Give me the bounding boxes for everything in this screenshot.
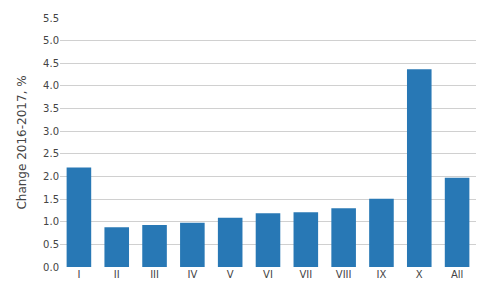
svg-text:VI: VI <box>263 269 273 280</box>
svg-text:IX: IX <box>377 269 387 280</box>
svg-text:4.5: 4.5 <box>43 58 59 69</box>
svg-text:5.0: 5.0 <box>43 35 59 46</box>
svg-text:V: V <box>227 269 234 280</box>
svg-text:Change 2016-2017, %: Change 2016-2017, % <box>15 75 29 209</box>
svg-text:II: II <box>114 269 120 280</box>
svg-text:VIII: VIII <box>336 269 352 280</box>
svg-text:2.5: 2.5 <box>43 148 59 159</box>
svg-text:2.0: 2.0 <box>43 171 59 182</box>
svg-text:3.0: 3.0 <box>43 126 59 137</box>
svg-text:3.5: 3.5 <box>43 103 59 114</box>
svg-text:VII: VII <box>299 269 312 280</box>
svg-text:X: X <box>416 269 423 280</box>
svg-text:All: All <box>451 269 463 280</box>
svg-text:IV: IV <box>187 269 197 280</box>
svg-text:4.0: 4.0 <box>43 80 59 91</box>
svg-text:0.0: 0.0 <box>43 262 59 273</box>
svg-text:1.0: 1.0 <box>43 216 59 227</box>
svg-text:I: I <box>77 269 80 280</box>
svg-text:III: III <box>150 269 159 280</box>
svg-text:1.5: 1.5 <box>43 194 59 205</box>
svg-text:0.5: 0.5 <box>43 239 59 250</box>
svg-text:5.5: 5.5 <box>43 13 59 24</box>
